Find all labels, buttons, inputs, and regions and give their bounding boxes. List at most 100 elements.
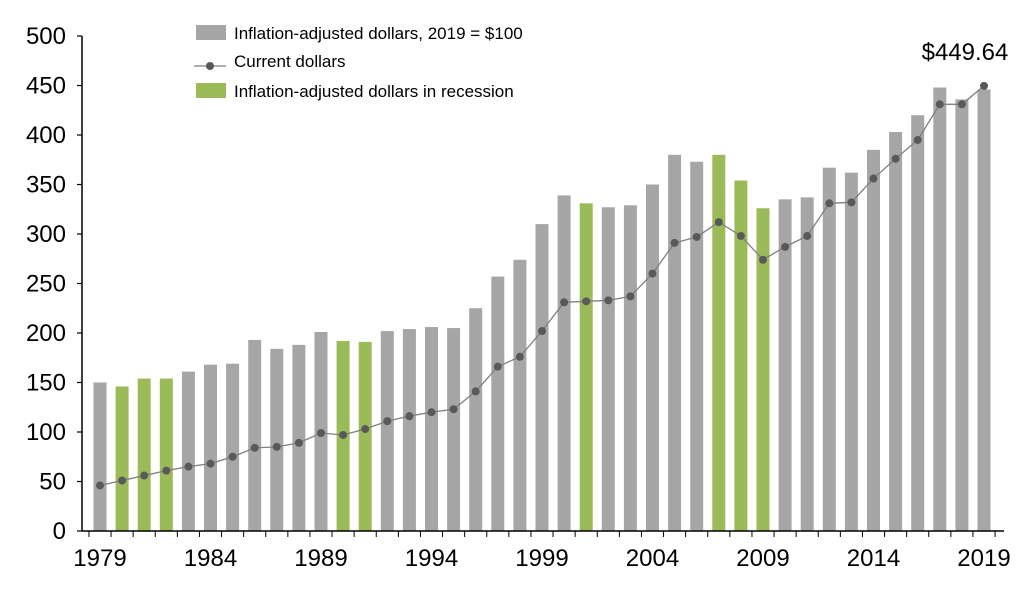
- y-tick-label: 150: [26, 370, 66, 397]
- bar-1988: [292, 344, 306, 531]
- annotation-last-value: $449.64: [922, 39, 1009, 66]
- x-tick-label: 1999: [515, 545, 568, 572]
- current-dollars-point-1991: [361, 425, 370, 434]
- bar-1993: [402, 329, 416, 531]
- bar-1994: [425, 327, 438, 531]
- bar-1979: [93, 382, 107, 531]
- current-dollars-point-2008: [736, 231, 745, 240]
- current-dollars-point-2000: [560, 298, 569, 307]
- legend-swatch-recession: [196, 83, 226, 98]
- current-dollars-point-1979: [96, 481, 104, 490]
- bar-2016: [911, 115, 925, 531]
- x-tick-label: 1979: [73, 545, 126, 572]
- bar-2019: [977, 89, 991, 532]
- current-dollars-point-1986: [250, 443, 259, 452]
- current-dollars-point-2005: [670, 238, 679, 247]
- bar-2002: [601, 207, 615, 531]
- current-dollars-point-1992: [383, 417, 392, 426]
- bar-2018: [955, 99, 969, 532]
- current-dollars-point-2006: [692, 232, 701, 241]
- current-dollars-point-2002: [604, 296, 613, 305]
- bar-2014: [867, 149, 880, 531]
- bar-recession-2009: [756, 208, 770, 531]
- current-dollars-point-1994: [427, 408, 436, 417]
- bar-2006: [690, 161, 704, 532]
- current-dollars-line-group: [96, 81, 988, 490]
- legend-label-current-dollars: Current dollars: [234, 52, 346, 71]
- current-dollars-point-1982: [162, 466, 171, 475]
- current-dollars-point-2009: [759, 255, 767, 264]
- x-tick-label: 1984: [184, 545, 237, 572]
- y-tick-label: 450: [26, 73, 66, 100]
- current-dollars-point-2018: [957, 100, 966, 109]
- current-dollars-point-1996: [471, 387, 480, 396]
- bar-1987: [270, 348, 284, 531]
- legend-swatch-inflation-adjusted: [196, 25, 226, 40]
- legend-swatch-current-marker: [206, 62, 214, 70]
- bar-2005: [668, 154, 682, 532]
- x-tick-label: 2019: [957, 545, 1010, 572]
- bar-2013: [844, 172, 858, 531]
- current-dollars-point-1981: [140, 471, 149, 480]
- current-dollars-point-2003: [626, 292, 635, 301]
- current-dollars-point-1987: [272, 442, 281, 451]
- y-tick-label: 200: [26, 320, 66, 347]
- legend: Inflation-adjusted dollars, 2019 = $100 …: [194, 24, 523, 101]
- bar-recession-2007: [712, 154, 726, 532]
- current-dollars-point-1983: [184, 462, 193, 471]
- current-dollars-point-2016: [913, 135, 922, 144]
- y-tick-label: 300: [26, 221, 66, 248]
- bar-1985: [226, 363, 240, 531]
- bar-1995: [447, 328, 461, 531]
- bar-recession-2001: [579, 203, 593, 531]
- current-dollars-point-1990: [339, 430, 348, 439]
- current-dollars-point-1995: [449, 405, 458, 414]
- bar-recession-1981: [137, 378, 151, 531]
- bar-1996: [469, 308, 483, 531]
- current-dollars-point-1984: [206, 459, 215, 468]
- bar-1986: [248, 339, 262, 531]
- bar-recession-2008: [734, 180, 748, 532]
- y-tick-label: 400: [26, 122, 66, 149]
- legend-label-recession: Inflation-adjusted dollars in recession: [234, 82, 514, 101]
- x-tick-label: 2009: [736, 545, 789, 572]
- current-dollars-point-1980: [118, 476, 127, 485]
- current-dollars-point-1989: [317, 428, 325, 437]
- bar-2017: [933, 87, 947, 531]
- bar-2015: [889, 132, 903, 531]
- y-tick-label: 100: [26, 419, 66, 446]
- x-ticks-group: 1979 1984 1989 1994 1999 2004 2009 2014 2019: [73, 531, 1011, 572]
- current-dollars-point-2011: [803, 231, 812, 240]
- current-dollars-point-2013: [847, 198, 856, 207]
- bar-1998: [513, 259, 527, 531]
- current-dollars-point-1985: [228, 452, 237, 461]
- legend-label-inflation-adjusted: Inflation-adjusted dollars, 2019 = $100: [234, 24, 523, 43]
- y-tick-label: 0: [53, 518, 66, 545]
- bar-2004: [646, 184, 659, 531]
- y-tick-label: 350: [26, 172, 66, 199]
- current-dollars-point-2001: [582, 297, 591, 306]
- y-tick-label: 500: [26, 23, 66, 50]
- bar-2012: [822, 167, 836, 532]
- bar-1997: [491, 276, 505, 531]
- current-dollars-point-1993: [405, 412, 414, 421]
- current-dollars-point-1998: [515, 352, 524, 361]
- bar-1992: [380, 331, 394, 531]
- x-tick-label: 2014: [847, 545, 900, 572]
- current-dollars-point-2004: [648, 269, 657, 278]
- current-dollars-point-2015: [891, 154, 900, 163]
- current-dollars-point-2017: [935, 100, 944, 109]
- bar-2011: [800, 197, 814, 531]
- current-dollars-point-2007: [714, 218, 723, 227]
- y-tick-label: 250: [26, 271, 66, 298]
- bar-recession-1982: [159, 378, 173, 531]
- current-dollars-point-2014: [869, 174, 878, 183]
- bar-2000: [557, 195, 571, 531]
- bar-2003: [623, 205, 637, 532]
- bar-recession-1980: [115, 386, 129, 531]
- bar-1984: [204, 364, 217, 531]
- bar-1983: [181, 371, 195, 531]
- x-tick-label: 1994: [405, 545, 458, 572]
- y-tick-label: 50: [39, 469, 66, 496]
- bar-2010: [778, 199, 792, 531]
